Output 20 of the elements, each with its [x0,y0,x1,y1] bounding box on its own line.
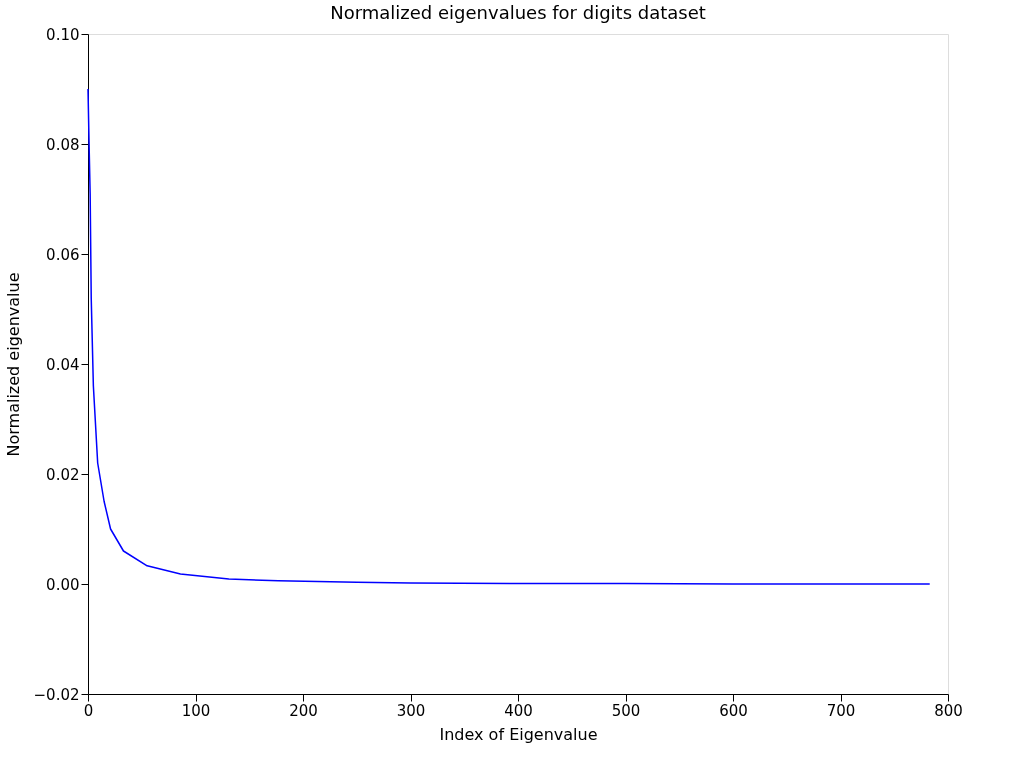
x-tick-label: 200 [289,701,318,720]
y-tick-label: 0.08 [46,135,80,154]
x-tick-label: 700 [826,701,856,720]
x-tick-label: 500 [611,701,641,720]
x-tick-label: 600 [719,701,748,720]
y-axis-title: Normalized eigenvalue [3,272,23,457]
y-tick-label: 0.02 [46,465,80,484]
x-tick-label: 400 [504,701,533,720]
x-tick-label: 0 [83,701,94,720]
x-axis-title: Index of Eigenvalue [439,724,598,744]
chart-title: Normalized eigenvalues for digits dataset [330,2,706,23]
x-tick-label: 800 [934,701,963,720]
x-tick-label: 300 [396,701,426,720]
y-tick-label: −0.02 [33,685,80,704]
y-tick-label: 0.06 [46,245,80,264]
line-series [87,88,931,585]
y-tick-label: 0.04 [46,355,80,374]
y-tick-label: 0.00 [46,575,80,594]
x-tick-label: 100 [181,701,211,720]
y-tick-label: 0.10 [46,25,80,44]
